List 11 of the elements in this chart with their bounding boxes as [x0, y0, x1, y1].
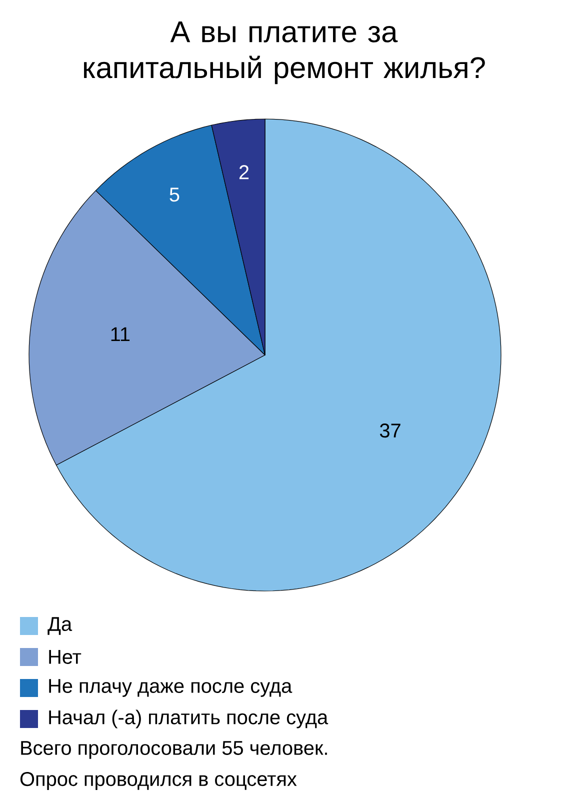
legend-label: Начал (-а) платить после суда: [49, 710, 328, 728]
legend-label: Не плачу даже после суда: [49, 679, 292, 697]
data-label: 11: [111, 327, 130, 342]
data-label: 5: [170, 188, 180, 202]
data-label: 2: [239, 165, 249, 180]
text: Опрос проводился в соцсетях: [20, 772, 297, 790]
text: Всего проголосовали 55 человек.: [21, 741, 327, 759]
legend-label: Нет: [49, 650, 82, 664]
legend-label: Да: [48, 617, 72, 635]
data-label: 37: [380, 424, 400, 438]
chart-title: А вы платите за капитальный ремонт жилья?: [84, 22, 485, 84]
